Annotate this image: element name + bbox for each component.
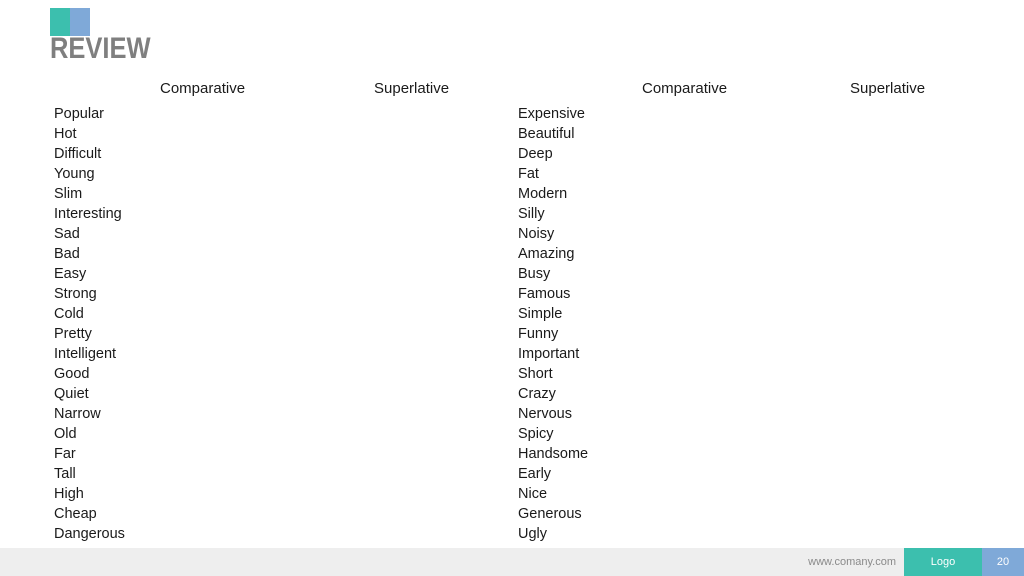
adjective-item: Far [54, 444, 125, 464]
adjective-item: Cheap [54, 504, 125, 524]
slide: REVIEW Comparative Superlative Comparati… [0, 0, 1024, 576]
adjective-item: Easy [54, 264, 125, 284]
adjective-item: Important [518, 344, 588, 364]
adjective-item: Young [54, 164, 125, 184]
adjective-item: Slim [54, 184, 125, 204]
adjective-column-left: PopularHotDifficultYoungSlimInterestingS… [54, 104, 125, 544]
adjective-item: Nervous [518, 404, 588, 424]
adjective-item: Simple [518, 304, 588, 324]
adjective-item: Expensive [518, 104, 588, 124]
header-right-comparative: Comparative [642, 80, 727, 97]
adjective-item: Beautiful [518, 124, 588, 144]
adjective-item: Spicy [518, 424, 588, 444]
adjective-item: Funny [518, 324, 588, 344]
footer-logo: Logo [904, 548, 982, 576]
adjective-item: Pretty [54, 324, 125, 344]
adjective-item: Hot [54, 124, 125, 144]
adjective-item: Nice [518, 484, 588, 504]
title-wrap: REVIEW [50, 32, 168, 66]
adjective-item: Bad [54, 244, 125, 264]
adjective-item: Generous [518, 504, 588, 524]
adjective-item: Dangerous [54, 524, 125, 544]
adjective-item: Deep [518, 144, 588, 164]
adjective-item: Sad [54, 224, 125, 244]
adjective-item: Modern [518, 184, 588, 204]
adjective-item: Popular [54, 104, 125, 124]
adjective-item: Ugly [518, 524, 588, 544]
adjective-item: Busy [518, 264, 588, 284]
footer-url: www.comany.com [808, 548, 896, 576]
adjective-item: Noisy [518, 224, 588, 244]
adjective-item: Short [518, 364, 588, 384]
adjective-item: High [54, 484, 125, 504]
adjective-item: Silly [518, 204, 588, 224]
adjective-item: Crazy [518, 384, 588, 404]
header-left-comparative: Comparative [160, 80, 245, 97]
adjective-item: Early [518, 464, 588, 484]
adjective-item: Difficult [54, 144, 125, 164]
header-right-superlative: Superlative [850, 80, 925, 97]
adjective-item: Quiet [54, 384, 125, 404]
adjective-item: Famous [518, 284, 588, 304]
adjective-item: Amazing [518, 244, 588, 264]
adjective-item: Interesting [54, 204, 125, 224]
footer-page-number: 20 [982, 548, 1024, 576]
adjective-item: Old [54, 424, 125, 444]
adjective-item: Cold [54, 304, 125, 324]
adjective-item: Narrow [54, 404, 125, 424]
adjective-item: Strong [54, 284, 125, 304]
adjective-item: Fat [518, 164, 588, 184]
adjective-item: Intelligent [54, 344, 125, 364]
adjective-item: Good [54, 364, 125, 384]
column-headers: Comparative Superlative Comparative Supe… [0, 80, 1024, 102]
adjective-item: Tall [54, 464, 125, 484]
adjective-item: Handsome [518, 444, 588, 464]
header-left-superlative: Superlative [374, 80, 449, 97]
page-title: REVIEW [50, 32, 151, 66]
adjective-column-right: ExpensiveBeautifulDeepFatModernSillyNois… [518, 104, 588, 544]
